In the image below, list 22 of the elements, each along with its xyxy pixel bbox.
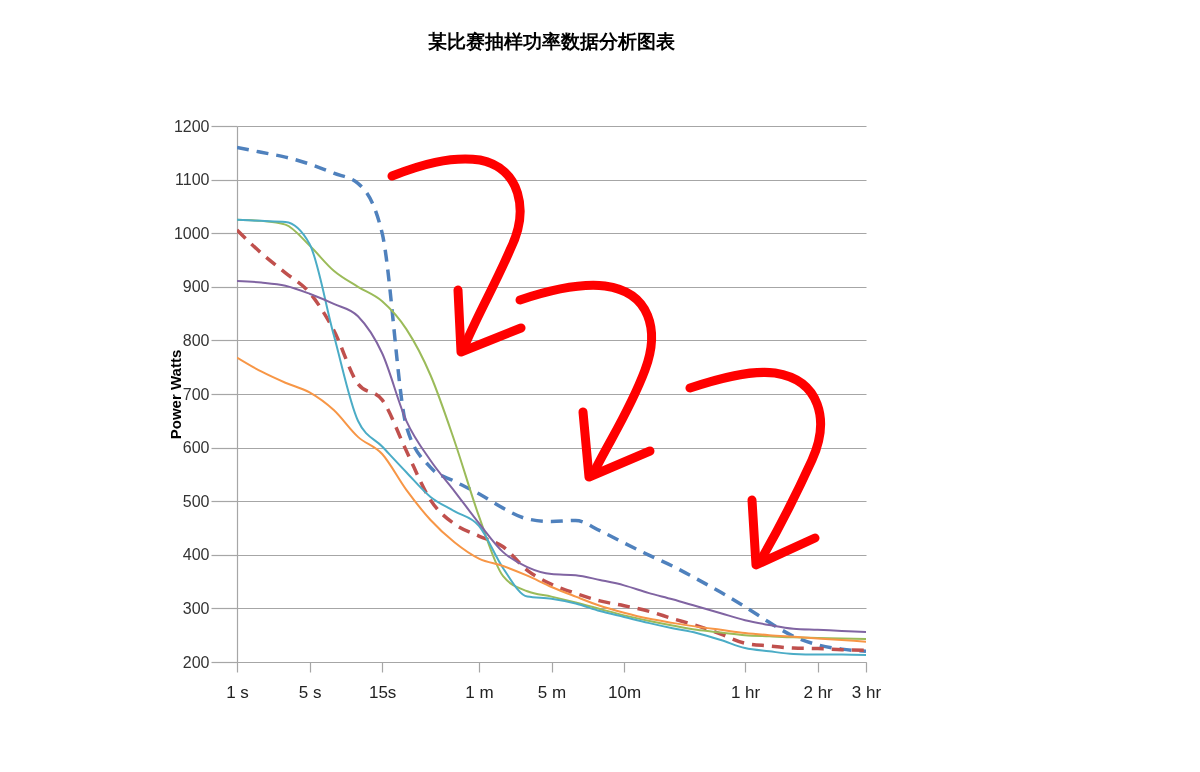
y-tick-label: 500 [182, 492, 210, 510]
y-tick-label: 900 [182, 278, 210, 296]
y-tick-label: 300 [182, 599, 210, 617]
x-tick-label: 5 s [298, 682, 322, 702]
y-tick-label: 1100 [175, 171, 210, 189]
y-tick-label: 1200 [173, 117, 210, 135]
y-tick-label: 1000 [173, 224, 210, 242]
chart-title: 某比赛抽样功率数据分析图表 [428, 31, 676, 52]
x-tick-label: 3 hr [851, 682, 882, 702]
x-tick-label: 1 hr [730, 682, 761, 702]
y-tick-label: 200 [182, 653, 210, 671]
x-tick-label: 15s [368, 682, 397, 702]
x-tick-label: 5 m [537, 682, 567, 702]
y-tick-label: 600 [182, 439, 210, 457]
x-tick-label: 1 s [226, 682, 249, 702]
x-tick-label: 1 m [465, 682, 494, 702]
x-tick-label: 10m [608, 682, 642, 702]
y-tick-label: 800 [182, 331, 210, 349]
y-tick-label: 400 [182, 546, 210, 564]
y-tick-label: 700 [182, 385, 210, 403]
y-axis-title: Power Watts [166, 349, 184, 440]
x-tick-label: 2 hr [803, 682, 834, 702]
